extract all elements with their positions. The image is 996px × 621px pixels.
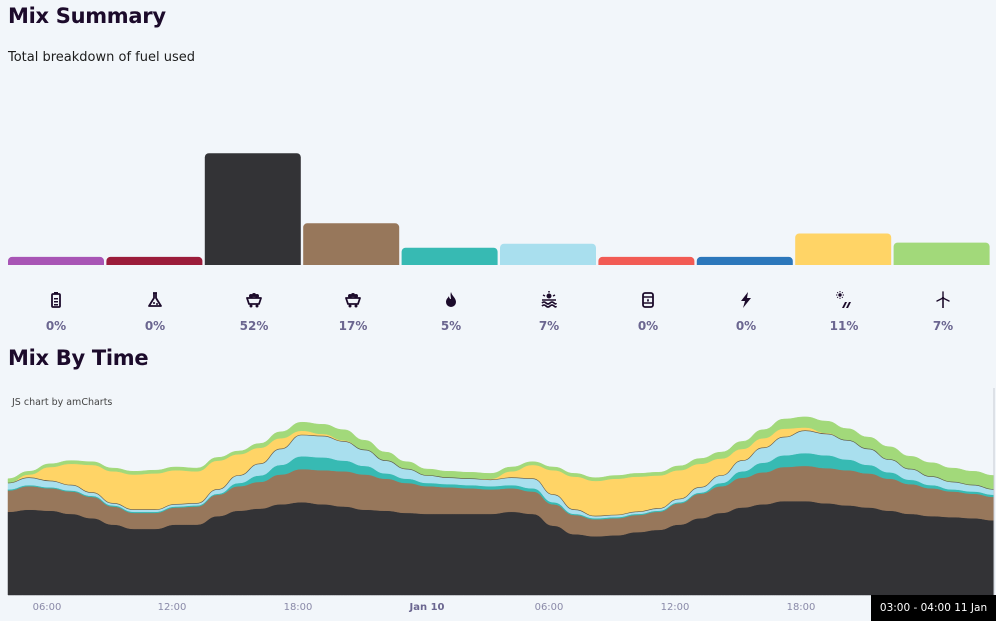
x-axis-tick: 12:00 (157, 602, 187, 613)
fuel-bar[interactable] (795, 233, 892, 270)
fuel-percent: 0% (735, 319, 757, 333)
lightning-icon (741, 292, 751, 308)
fuel-percent: 52% (239, 319, 269, 333)
fuel-percent: 0% (45, 319, 67, 333)
fuel-bar[interactable] (303, 223, 400, 269)
fuel-bar[interactable] (204, 153, 301, 269)
fuel-percent: 7% (932, 319, 954, 333)
coal-cart-icon (345, 293, 361, 308)
bar-baseline-mask (0, 265, 996, 275)
x-axis-tick: 18:00 (786, 602, 816, 613)
fuel-barrel-icon (642, 292, 654, 308)
fuel-percent: 5% (440, 319, 462, 333)
wind-turbine-icon (936, 291, 950, 308)
fuel-percent: 0% (637, 319, 659, 333)
flame-icon (446, 292, 456, 307)
x-axis-tick: 12:00 (660, 602, 690, 613)
x-axis-tick: 18:00 (283, 602, 313, 613)
amcharts-credit[interactable]: JS chart by amCharts (12, 397, 113, 408)
series-outline (7, 430, 995, 517)
mix-by-time-chart[interactable] (0, 388, 996, 621)
fuel-percent: 17% (338, 319, 368, 333)
fuel-bar[interactable] (500, 243, 596, 270)
mix-summary-subtitle: Total breakdown of fuel used (8, 50, 195, 65)
mix-by-time-title: Mix By Time (8, 346, 149, 370)
fuel-bar[interactable] (401, 247, 498, 269)
flask-icon (148, 292, 162, 307)
fuel-bar-chart (0, 153, 996, 275)
water-wave-icon (541, 291, 557, 308)
fuel-bar[interactable] (893, 242, 990, 269)
fuel-percent: 7% (538, 319, 560, 333)
x-axis-tick: 06:00 (534, 602, 564, 613)
battery-icon (51, 292, 61, 308)
time-range-tooltip: 03:00 - 04:00 11 Jan (871, 595, 996, 621)
x-axis-tick: Jan 10 (409, 602, 445, 613)
fuel-percent: 0% (144, 319, 166, 333)
coal-cart-icon (246, 293, 262, 308)
solar-panel-icon (836, 291, 851, 308)
fuel-percent: 11% (829, 319, 859, 333)
mix-summary-title: Mix Summary (8, 4, 166, 28)
x-axis-tick: 06:00 (32, 602, 62, 613)
